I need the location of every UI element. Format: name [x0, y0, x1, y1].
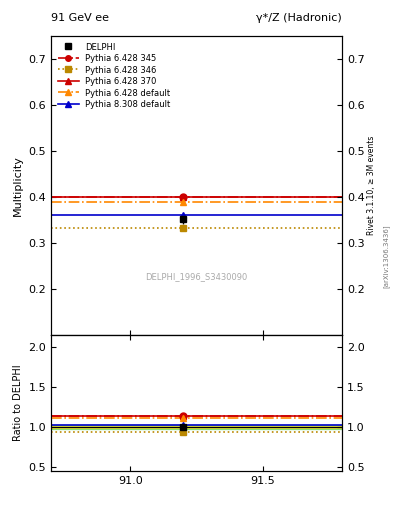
Bar [51, 424, 342, 430]
Text: DELPHI_1996_S3430090: DELPHI_1996_S3430090 [145, 272, 248, 281]
Y-axis label: Multiplicity: Multiplicity [13, 155, 23, 216]
Bar [51, 426, 342, 428]
Text: [arXiv:1306.3436]: [arXiv:1306.3436] [382, 224, 389, 288]
Text: γ*/Z (Hadronic): γ*/Z (Hadronic) [256, 13, 342, 23]
Text: 91 GeV ee: 91 GeV ee [51, 13, 109, 23]
Legend: DELPHI, Pythia 6.428 345, Pythia 6.428 346, Pythia 6.428 370, Pythia 6.428 defau: DELPHI, Pythia 6.428 345, Pythia 6.428 3… [55, 40, 173, 112]
Y-axis label: Ratio to DELPHI: Ratio to DELPHI [13, 365, 23, 441]
Y-axis label: Rivet 3.1.10, ≥ 3M events: Rivet 3.1.10, ≥ 3M events [367, 136, 376, 235]
